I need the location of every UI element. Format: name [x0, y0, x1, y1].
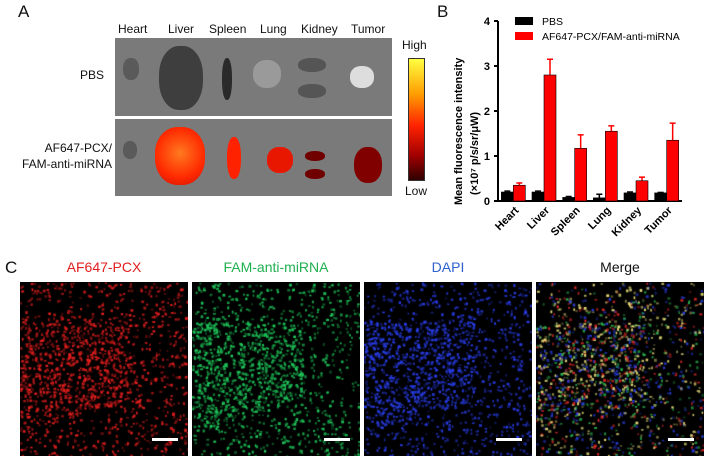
organ-tumor: [350, 66, 374, 88]
organ-label-tumor: Tumor: [351, 22, 386, 36]
organ-label-lung: Lung: [260, 22, 287, 36]
bar-pbs: [623, 192, 637, 202]
legend-label: AF647-PCX/FAM-anti-miRNA: [542, 31, 680, 43]
organ-liver: [159, 46, 203, 110]
y-tick-label: 4: [484, 16, 491, 28]
micrograph-dapi: [364, 282, 532, 456]
organ-lung: [253, 60, 281, 88]
bar-pbs: [501, 191, 514, 202]
colorbar: [408, 58, 425, 181]
panel-b-label: B: [437, 2, 449, 21]
y-axis-label-line1: Mean fluorescence intensity: [453, 57, 465, 205]
x-tick-label: Lung: [586, 205, 613, 232]
treated-organ-image: [115, 119, 392, 196]
bar-pbs: [593, 197, 606, 202]
legend-swatch: [515, 17, 533, 25]
bar-treated: [605, 130, 618, 202]
legend-label: PBS: [542, 16, 563, 28]
x-tick-label: Spleen: [549, 204, 583, 238]
organ-liver: [155, 127, 205, 185]
organ-label-spleen: Spleen: [209, 22, 247, 36]
organ-lung: [267, 147, 293, 173]
channel-title-merge: Merge: [600, 259, 640, 275]
micrograph-merge: [536, 282, 704, 456]
bar-treated: [666, 139, 679, 202]
scale-bar: [324, 438, 350, 441]
organ-label-heart: Heart: [118, 22, 148, 36]
row-label-pbs: PBS: [80, 68, 105, 82]
row-label-line2: FAM-anti-miRNA: [21, 157, 112, 171]
bar-treated: [574, 148, 587, 202]
x-tick-label: Liver: [525, 204, 553, 232]
bar-treated: [513, 184, 526, 202]
y-tick-label: 0: [484, 196, 490, 208]
x-tick-label: Tumor: [643, 204, 676, 237]
colorbar-low-label: Low: [405, 184, 428, 198]
channel-title-dapi: DAPI: [431, 259, 465, 275]
organ-kidney: [298, 58, 326, 72]
bar-pbs: [531, 191, 545, 202]
colorbar-high-label: High: [402, 38, 427, 52]
x-tick-label: Heart: [493, 204, 522, 233]
y-tick-label: 3: [484, 61, 490, 73]
scale-bar: [496, 438, 522, 441]
organ-spleen: [227, 137, 241, 179]
row-label-treated: AF647-PCX/ FAM-anti-miRNA: [10, 140, 112, 172]
bar-chart: Mean fluorescence intensity (×10⁷ p/s/sr…: [453, 16, 682, 239]
organ-kidney: [298, 84, 326, 98]
bar-pbs: [654, 192, 667, 202]
organ-spleen: [222, 58, 232, 100]
organ-label-liver: Liver: [168, 22, 195, 36]
organ-label-kidney: Kidney: [301, 22, 338, 36]
organ-kidney: [305, 151, 325, 161]
legend-swatch: [515, 32, 533, 40]
bar-treated: [635, 180, 649, 202]
bar-treated: [543, 74, 557, 202]
panel-c-label: C: [5, 258, 18, 277]
x-tick-label: Kidney: [610, 204, 645, 239]
pbs-organ-image: [115, 38, 392, 116]
organ-heart: [123, 58, 139, 80]
scale-bar: [152, 438, 178, 441]
bar-pbs: [562, 197, 575, 202]
y-tick-label: 1: [484, 151, 490, 163]
organ-heart: [123, 141, 137, 159]
channel-title-af647: AF647-PCX: [66, 259, 142, 275]
row-label-line1: AF647-PCX/: [44, 141, 112, 155]
panel-a-label: A: [18, 2, 30, 21]
micrograph-fam: [192, 282, 360, 456]
organ-kidney: [305, 169, 325, 179]
y-tick-label: 2: [484, 106, 490, 118]
organ-tumor: [354, 147, 382, 183]
micrograph-af647: [20, 282, 188, 456]
channel-title-fam: FAM-anti-miRNA: [223, 259, 329, 275]
y-axis-label-line2: (×10⁷ p/s/sr/μW): [469, 112, 481, 195]
scale-bar: [668, 438, 694, 441]
